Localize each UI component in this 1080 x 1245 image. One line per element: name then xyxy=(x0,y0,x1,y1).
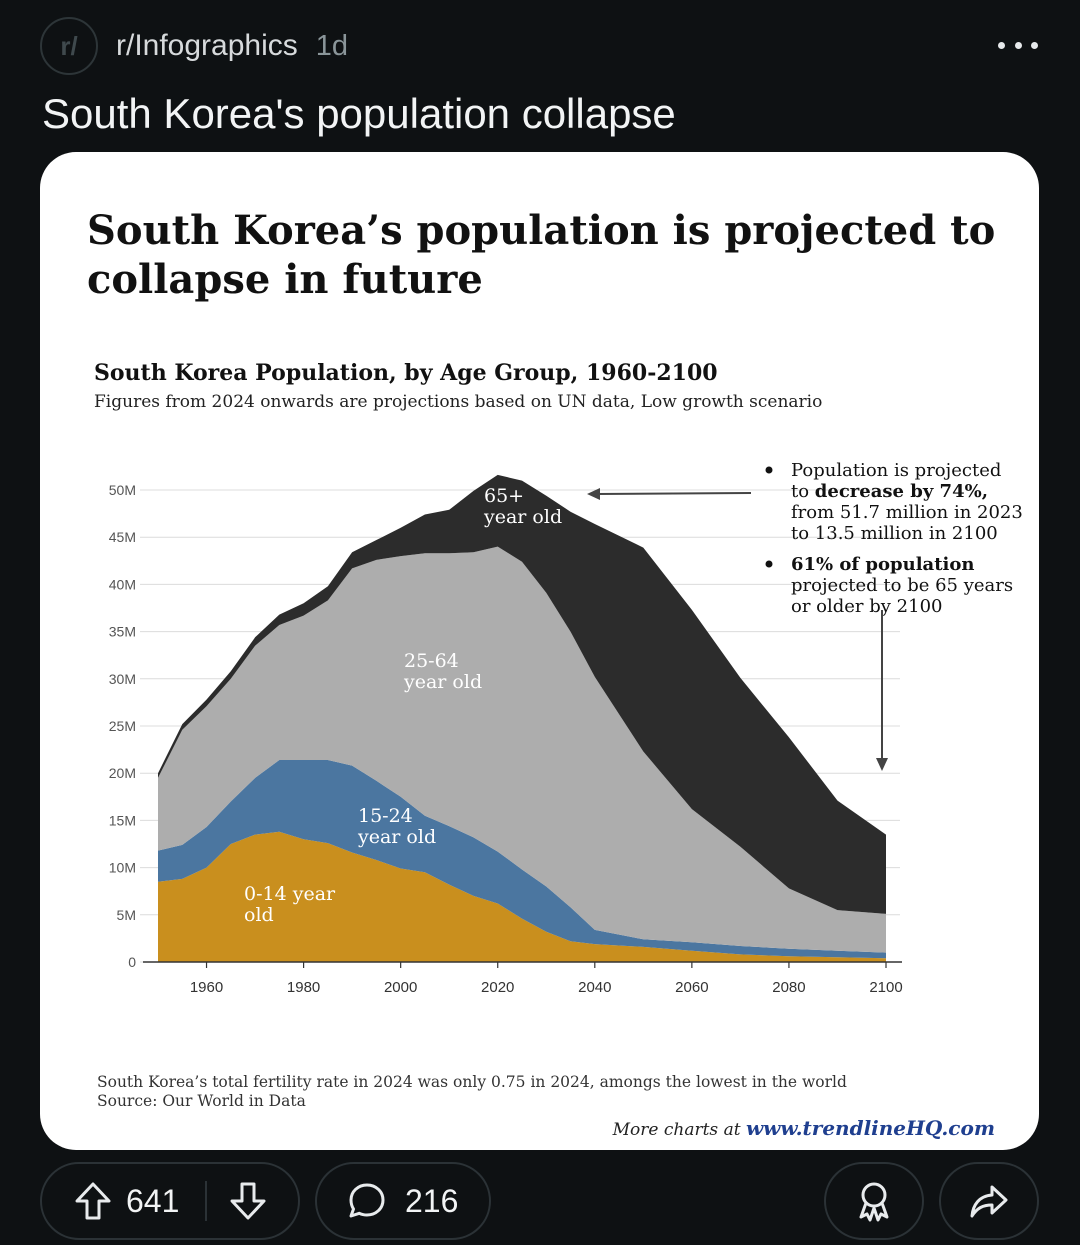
x-tick-label: 1980 xyxy=(287,979,320,996)
subreddit-name[interactable]: r/Infographics xyxy=(116,29,298,62)
y-tick-label: 40M xyxy=(109,576,136,592)
y-tick-label: 30M xyxy=(109,671,136,687)
y-tick-label: 15M xyxy=(109,812,136,828)
infographic-headline-line1: South Korea’s population is projected to xyxy=(87,207,995,254)
y-tick-label: 5M xyxy=(117,907,136,923)
upvote-count: 641 xyxy=(126,1182,180,1219)
arrow-peak-line xyxy=(595,492,752,495)
note-bullet xyxy=(765,466,773,474)
y-tick-label: 35M xyxy=(109,624,136,640)
vote-control: 641 xyxy=(40,1162,300,1240)
comments-button[interactable]: 216 xyxy=(315,1162,491,1240)
footer-source: Source: Our World in Data xyxy=(97,1092,306,1110)
y-tick-label: 20M xyxy=(109,765,136,781)
infographic-headline-line2: collapse in future xyxy=(87,256,483,303)
x-tick-label: 2080 xyxy=(772,979,805,996)
population-chart: South Korea’s population is projected to… xyxy=(87,207,1023,1140)
comment-count: 216 xyxy=(405,1182,459,1219)
downvote-icon[interactable] xyxy=(229,1181,267,1221)
footer-note: South Korea’s total fertility rate in 20… xyxy=(97,1073,847,1091)
upvote-icon[interactable] xyxy=(74,1181,112,1221)
note-bullet xyxy=(765,560,773,568)
arrow-peak-head xyxy=(587,488,600,500)
y-tick-label: 25M xyxy=(109,718,136,734)
area-series xyxy=(158,831,886,962)
x-tick-label: 2020 xyxy=(481,979,514,996)
comment-icon xyxy=(349,1183,385,1218)
post-action-bar: 641 216 xyxy=(0,1162,1080,1242)
vote-divider xyxy=(205,1181,208,1221)
subreddit-avatar[interactable]: r/ xyxy=(40,17,98,75)
arrow-2100-head xyxy=(876,758,888,771)
x-tick-label: 2000 xyxy=(384,979,417,996)
more-charts-link: www.trendlineHQ.com xyxy=(746,1116,995,1140)
annotation-note: 61% of population projected to be 65 year… xyxy=(791,554,1013,617)
y-tick-label: 45M xyxy=(109,529,136,545)
post-title[interactable]: South Korea's population collapse xyxy=(42,90,676,137)
chart-subtitle: Figures from 2024 onwards are projection… xyxy=(94,392,822,412)
area-series xyxy=(158,546,886,953)
series-label: 15-24 year old xyxy=(357,805,436,848)
award-button[interactable] xyxy=(824,1162,924,1240)
series-label: 25-64 year old xyxy=(403,650,482,693)
y-tick-label: 0 xyxy=(128,954,136,970)
award-icon xyxy=(859,1182,889,1222)
series-label: 0-14 year old xyxy=(244,883,336,926)
area-series xyxy=(158,760,886,959)
post-age: 1d xyxy=(315,29,349,62)
area-series xyxy=(158,474,886,914)
share-icon xyxy=(970,1185,1008,1218)
x-tick-label: 2100 xyxy=(869,979,902,996)
annotation-note: Population is projected to decrease by 74… xyxy=(791,460,1023,544)
chart-title: South Korea Population, by Age Group, 19… xyxy=(94,360,718,386)
share-button[interactable] xyxy=(939,1162,1039,1240)
series-label: 65+ year old xyxy=(483,485,562,528)
x-tick-label: 2040 xyxy=(578,979,611,996)
x-tick-label: 2060 xyxy=(675,979,708,996)
y-tick-label: 10M xyxy=(109,860,136,876)
more-options-icon[interactable] xyxy=(998,30,1038,60)
post-header: r/ r/Infographics 1d xyxy=(40,16,348,76)
more-charts-credit: More charts at www.trendlineHQ.com xyxy=(612,1116,995,1140)
y-tick-label: 50M xyxy=(109,482,136,498)
x-tick-label: 1960 xyxy=(190,979,223,996)
post-image[interactable]: South Korea’s population is projected to… xyxy=(40,152,1039,1150)
